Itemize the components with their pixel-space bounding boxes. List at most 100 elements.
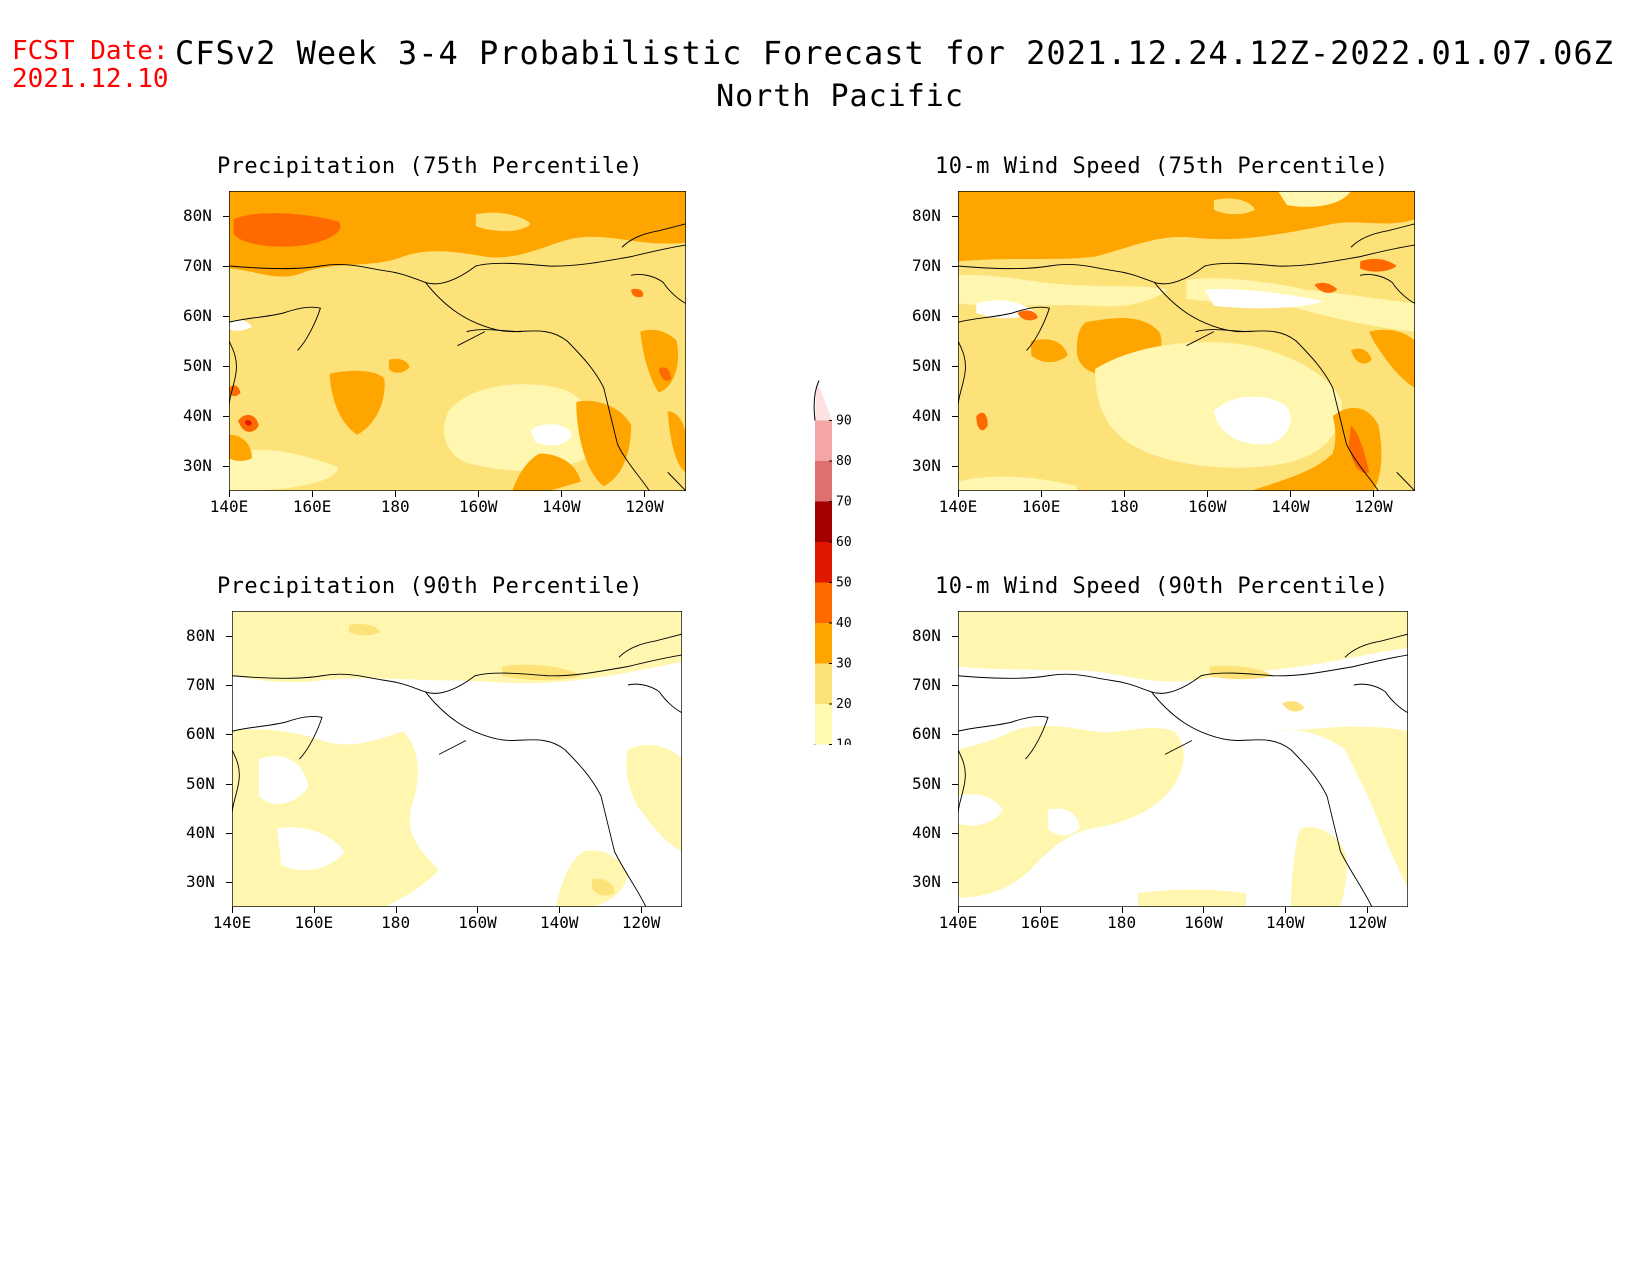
- panel-title-precip90: Precipitation (90th Percentile): [216, 574, 644, 599]
- lon-tick-mark: [644, 491, 646, 497]
- lat-tick-label: 50N: [183, 356, 212, 375]
- lon-tick-label: 140W: [540, 913, 579, 932]
- lon-tick-label: 160W: [1188, 497, 1227, 516]
- colorbar-level-label: 90: [836, 414, 852, 429]
- lat-tick-mark: [952, 266, 958, 267]
- lon-tick-label: 160W: [459, 497, 498, 516]
- lat-tick-mark: [952, 685, 958, 686]
- colorbar-level-label: 40: [836, 616, 852, 631]
- map-wind90: [958, 611, 1408, 907]
- lon-tick-label: 160W: [1184, 913, 1223, 932]
- page-title: CFSv2 Week 3-4 Probabilistic Forecast fo…: [175, 34, 1614, 72]
- lon-tick-mark: [395, 491, 397, 497]
- lon-tick-mark: [1041, 491, 1043, 497]
- fcst-date-label: FCST Date:: [12, 36, 169, 66]
- lat-tick-label: 70N: [912, 256, 941, 275]
- lon-tick-label: 160E: [1020, 913, 1060, 932]
- lat-tick-label: 30N: [912, 872, 941, 892]
- lon-tick-label: 120W: [621, 913, 661, 932]
- lon-tick-mark: [958, 491, 959, 497]
- lat-tick-mark: [226, 635, 232, 637]
- colorbar-segment: [815, 582, 832, 623]
- lat-tick-label: 50N: [186, 773, 215, 793]
- colorbar-segment: [815, 420, 832, 461]
- lat-tick-label: 50N: [912, 773, 941, 793]
- lat-tick-label: 60N: [912, 724, 941, 744]
- lat-tick-mark: [223, 416, 229, 417]
- lat-tick-mark: [952, 635, 958, 637]
- lon-tick-label: 140W: [542, 497, 581, 516]
- lon-tick-label: 160W: [458, 913, 497, 932]
- fcst-date-value: 2021.12.10: [12, 64, 169, 94]
- lon-tick-label: 140E: [209, 497, 249, 516]
- lat-tick-label: 50N: [912, 356, 941, 375]
- lon-tick-mark: [1121, 907, 1123, 913]
- lat-tick-mark: [952, 833, 958, 834]
- lat-tick-label: 40N: [912, 823, 941, 842]
- lon-tick-label: 160E: [292, 497, 332, 516]
- map-wind75: [958, 191, 1415, 491]
- colorbar-lower-triangle: [815, 744, 832, 745]
- lon-tick-mark: [313, 907, 315, 913]
- colorbar-segment: [815, 663, 832, 704]
- lat-tick-label: 80N: [912, 625, 941, 645]
- lon-tick-mark: [395, 907, 397, 913]
- lon-tick-label: 180: [380, 497, 410, 516]
- lon-tick-mark: [1373, 491, 1375, 497]
- lat-tick-label: 40N: [183, 406, 212, 425]
- lat-tick-mark: [226, 833, 232, 834]
- colorbar-level-label: 70: [836, 495, 852, 510]
- lon-tick-label: 140E: [938, 913, 978, 932]
- lat-tick-label: 80N: [183, 206, 212, 225]
- lon-tick-label: 120W: [1347, 913, 1387, 932]
- lat-tick-label: 40N: [186, 823, 215, 842]
- colorbar-level-label: 30: [836, 657, 852, 672]
- colorbar-level-label: 10: [836, 738, 852, 746]
- lat-tick-mark: [952, 416, 958, 417]
- lon-tick-label: 160E: [1021, 497, 1061, 516]
- lat-tick-mark: [226, 882, 232, 884]
- lon-tick-mark: [561, 491, 563, 497]
- lon-tick-mark: [958, 907, 959, 913]
- lat-tick-mark: [952, 366, 958, 367]
- lat-tick-label: 80N: [186, 625, 215, 645]
- lon-tick-label: 180: [381, 913, 411, 932]
- lat-tick-mark: [223, 216, 229, 217]
- lon-tick-mark: [1207, 491, 1209, 497]
- region-title: North Pacific: [716, 79, 964, 114]
- lon-tick-mark: [1285, 907, 1287, 913]
- lat-tick-label: 70N: [912, 675, 941, 694]
- colorbar-level-label: 80: [836, 454, 852, 469]
- lat-tick-mark: [952, 216, 958, 217]
- lon-tick-mark: [1203, 907, 1205, 913]
- colorbar-level-label: 60: [836, 535, 852, 550]
- lat-tick-mark: [226, 734, 232, 736]
- lon-tick-label: 180: [1109, 497, 1139, 516]
- lat-tick-label: 60N: [912, 306, 941, 325]
- lat-tick-mark: [226, 783, 232, 785]
- lon-tick-mark: [559, 907, 561, 913]
- lat-tick-mark: [223, 366, 229, 367]
- map-precip90: [232, 611, 682, 907]
- panel-title-wind75: 10-m Wind Speed (75th Percentile): [935, 154, 1389, 179]
- lon-tick-mark: [229, 491, 230, 497]
- lon-tick-mark: [641, 907, 643, 913]
- lon-tick-mark: [1290, 491, 1292, 497]
- lat-tick-mark: [226, 685, 232, 686]
- lat-tick-label: 30N: [912, 456, 941, 475]
- lat-tick-label: 30N: [186, 872, 215, 892]
- lon-tick-mark: [1039, 907, 1041, 913]
- colorbar: 10 20 30 40 50 60 70 80 90: [813, 380, 852, 746]
- lat-tick-mark: [223, 466, 229, 467]
- lon-tick-mark: [232, 907, 233, 913]
- region-wrapper: North Pacific: [0, 79, 1650, 114]
- map-precip75: [229, 191, 686, 491]
- lon-tick-label: 120W: [1354, 497, 1393, 516]
- colorbar-segment: [815, 623, 832, 664]
- colorbar-upper-triangle: [815, 380, 832, 421]
- colorbar-level-label: 50: [836, 576, 852, 591]
- panel-title-precip75: Precipitation (75th Percentile): [216, 154, 644, 179]
- lon-tick-mark: [1367, 907, 1369, 913]
- lat-tick-label: 80N: [912, 206, 941, 225]
